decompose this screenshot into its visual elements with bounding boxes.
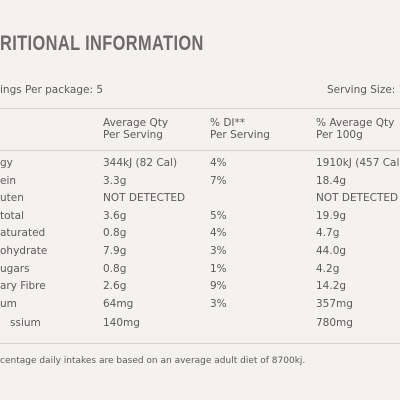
cell: 1% <box>210 262 227 275</box>
cell: 140mg <box>103 317 140 330</box>
cell: NOT DETECTED <box>103 192 186 205</box>
row-label: uten <box>0 192 24 205</box>
cell: 18.4g <box>316 174 347 187</box>
servings: ings Per package: 5 <box>0 84 104 96</box>
cell: 780mg <box>316 317 353 330</box>
cell: 5% <box>210 209 227 222</box>
divider <box>0 150 400 151</box>
cell: 0.8g <box>103 227 127 240</box>
footnote: centage daily intakes are based on an av… <box>0 356 306 366</box>
row-label: ary Fibre <box>0 280 46 293</box>
row-label: um <box>0 297 17 310</box>
row-label: ein <box>0 174 17 187</box>
row-label: gy <box>0 157 13 169</box>
cell: 3.6g <box>103 209 127 222</box>
row-label: aturated <box>0 227 46 240</box>
cell: 2.6g <box>103 280 127 293</box>
cell: 14.2g <box>316 280 347 293</box>
cell: 19.9g <box>316 209 347 222</box>
row-label: ugars <box>0 262 30 275</box>
column-header: Per Serving <box>103 129 163 141</box>
cell: 357mg <box>316 297 353 310</box>
column-header: Per Serving <box>210 129 270 141</box>
serving-size: Serving Size: 1 <box>327 84 400 96</box>
row-label: ohydrate <box>0 245 48 257</box>
divider <box>0 108 400 109</box>
cell: NOT DETECTED <box>316 192 399 205</box>
row-label: ssium <box>10 317 41 330</box>
cell: 4% <box>210 227 227 240</box>
title: RITIONAL INFORMATION <box>0 32 204 55</box>
cell: 7.9g <box>103 245 127 257</box>
cell: 1910kJ (457 Cal) <box>316 157 400 169</box>
cell: 64mg <box>103 297 134 310</box>
cell: 44.0g <box>316 245 347 257</box>
cell: 4.7g <box>316 227 340 240</box>
cell: 7% <box>210 174 227 187</box>
column-header: Per 100g <box>316 129 363 141</box>
cell: 344kJ (82 Cal) <box>103 157 178 169</box>
column-header: Average Qty <box>103 117 169 129</box>
cell: 4% <box>210 157 227 169</box>
cell: 3% <box>210 297 227 310</box>
cell: 3% <box>210 245 227 257</box>
divider <box>0 343 400 344</box>
column-header: % Average Qty <box>316 117 395 129</box>
column-header: % DI** <box>210 117 245 129</box>
cell: 9% <box>210 280 227 293</box>
cell: 4.2g <box>316 262 340 275</box>
cell: 3.3g <box>103 174 127 187</box>
row-label: total <box>0 209 25 222</box>
cell: 0.8g <box>103 262 127 275</box>
